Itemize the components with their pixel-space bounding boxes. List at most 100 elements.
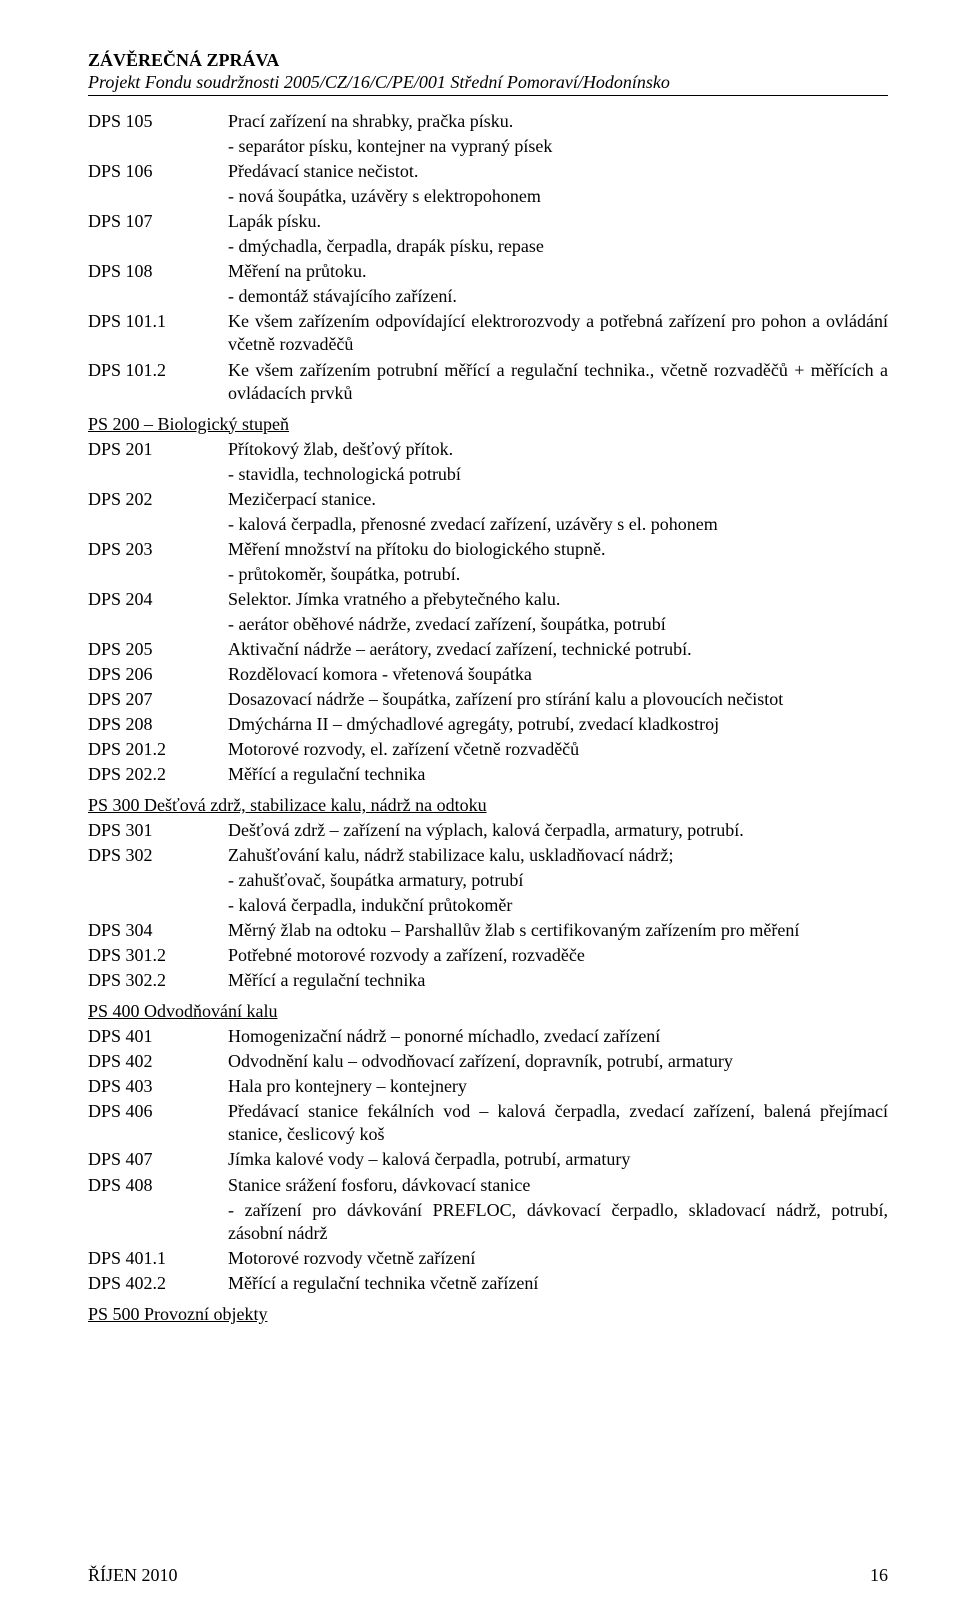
table-row: - dmýchadla, čerpadla, drapák písku, rep… [88,235,888,258]
item-code [88,513,228,536]
table-row: DPS 204Selektor. Jímka vratného a přebyt… [88,588,888,611]
item-desc: Předávací stanice nečistot. [228,160,888,183]
table-row: DPS 301.2Potřebné motorové rozvody a zař… [88,944,888,967]
item-code: DPS 203 [88,538,228,561]
item-desc: - kalová čerpadla, přenosné zvedací zaří… [228,513,888,536]
item-code: DPS 101.1 [88,310,228,356]
item-code: DPS 204 [88,588,228,611]
item-desc: Předávací stanice fekálních vod – kalová… [228,1100,888,1146]
item-code: DPS 208 [88,713,228,736]
table-row: - demontáž stávajícího zařízení. [88,285,888,308]
item-desc: - demontáž stávajícího zařízení. [228,285,888,308]
item-code: DPS 301.2 [88,944,228,967]
item-code [88,613,228,636]
table-row: DPS 402Odvodnění kalu – odvodňovací zaří… [88,1050,888,1073]
item-code [88,463,228,486]
item-desc: Lapák písku. [228,210,888,233]
table-row: DPS 108Měření na průtoku. [88,260,888,283]
item-desc: Dosazovací nádrže – šoupátka, zařízení p… [228,688,888,711]
table-row: - aerátor oběhové nádrže, zvedací zaříze… [88,613,888,636]
item-desc: - nová šoupátka, uzávěry s elektropohone… [228,185,888,208]
section-heading-ps400: PS 400 Odvodňování kalu [88,1000,888,1023]
item-code: DPS 206 [88,663,228,686]
item-desc: Měřící a regulační technika [228,763,888,786]
table-row: DPS 105Prací zařízení na shrabky, pračka… [88,110,888,133]
page: ZÁVĚREČNÁ ZPRÁVA Projekt Fondu soudržnos… [0,0,960,1622]
item-desc: Stanice srážení fosforu, dávkovací stani… [228,1174,888,1197]
table-row: DPS 107Lapák písku. [88,210,888,233]
item-desc: Měrný žlab na odtoku – Parshallův žlab s… [228,919,888,942]
item-desc: Homogenizační nádrž – ponorné míchadlo, … [228,1025,888,1048]
table-row: DPS 403Hala pro kontejnery – kontejnery [88,1075,888,1098]
item-code: DPS 408 [88,1174,228,1197]
item-desc: Potřebné motorové rozvody a zařízení, ro… [228,944,888,967]
item-code: DPS 301 [88,819,228,842]
table-row: DPS 101.2Ke všem zařízením potrubní měří… [88,359,888,405]
item-code: DPS 107 [88,210,228,233]
table-row: DPS 301Dešťová zdrž – zařízení na výplac… [88,819,888,842]
item-code: DPS 304 [88,919,228,942]
item-desc: - stavidla, technologická potrubí [228,463,888,486]
item-desc: Selektor. Jímka vratného a přebytečného … [228,588,888,611]
item-desc: Motorové rozvody včetně zařízení [228,1247,888,1270]
item-code: DPS 201.2 [88,738,228,761]
item-desc: - kalová čerpadla, indukční průtokoměr [228,894,888,917]
item-code: DPS 201 [88,438,228,461]
item-desc: Dešťová zdrž – zařízení na výplach, kalo… [228,819,888,842]
table-row: DPS 205Aktivační nádrže – aerátory, zved… [88,638,888,661]
item-desc: - zahušťovač, šoupátka armatury, potrubí [228,869,888,892]
item-desc: Ke všem zařízením potrubní měřící a regu… [228,359,888,405]
item-code [88,869,228,892]
table-row: DPS 207Dosazovací nádrže – šoupátka, zař… [88,688,888,711]
table-row: DPS 202Mezičerpací stanice. [88,488,888,511]
item-desc: Motorové rozvody, el. zařízení včetně ro… [228,738,888,761]
section-heading-ps300: PS 300 Dešťová zdrž, stabilizace kalu, n… [88,794,888,817]
item-desc: Jímka kalové vody – kalová čerpadla, pot… [228,1148,888,1171]
item-desc: Měřící a regulační technika včetně zaříz… [228,1272,888,1295]
item-desc: Měřící a regulační technika [228,969,888,992]
table-row: DPS 302Zahušťování kalu, nádrž stabiliza… [88,844,888,867]
section-heading-ps200: PS 200 – Biologický stupeň [88,413,888,436]
item-desc: Aktivační nádrže – aerátory, zvedací zař… [228,638,888,661]
header-rule [88,95,888,96]
item-desc: Mezičerpací stanice. [228,488,888,511]
table-row: DPS 201.2Motorové rozvody, el. zařízení … [88,738,888,761]
item-code: DPS 407 [88,1148,228,1171]
item-code: DPS 401.1 [88,1247,228,1270]
table-row: DPS 203Měření množství na přítoku do bio… [88,538,888,561]
item-code: DPS 401 [88,1025,228,1048]
item-desc: Přítokový žlab, dešťový přítok. [228,438,888,461]
table-row: DPS 106Předávací stanice nečistot. [88,160,888,183]
item-code [88,1199,228,1245]
item-code: DPS 406 [88,1100,228,1146]
item-desc: Odvodnění kalu – odvodňovací zařízení, d… [228,1050,888,1073]
table-row: - nová šoupátka, uzávěry s elektropohone… [88,185,888,208]
item-desc: Prací zařízení na shrabky, pračka písku. [228,110,888,133]
item-code: DPS 105 [88,110,228,133]
footer: ŘÍJEN 2010 16 [88,1565,888,1586]
section-heading-ps500: PS 500 Provozní objekty [88,1303,888,1326]
item-desc: - průtokoměr, šoupátka, potrubí. [228,563,888,586]
item-desc: - zařízení pro dávkování PREFLOC, dávkov… [228,1199,888,1245]
item-code: DPS 101.2 [88,359,228,405]
item-code [88,235,228,258]
item-code [88,135,228,158]
item-desc: Měření na průtoku. [228,260,888,283]
item-desc: Dmýchárna II – dmýchadlové agregáty, pot… [228,713,888,736]
item-code: DPS 302.2 [88,969,228,992]
header-subtitle: Projekt Fondu soudržnosti 2005/CZ/16/C/P… [88,72,888,94]
table-row: DPS 101.1Ke všem zařízením odpovídající … [88,310,888,356]
item-desc: Hala pro kontejnery – kontejnery [228,1075,888,1098]
item-code: DPS 106 [88,160,228,183]
table-row: DPS 406Předávací stanice fekálních vod –… [88,1100,888,1146]
table-row: - průtokoměr, šoupátka, potrubí. [88,563,888,586]
item-desc: Rozdělovací komora - vřetenová šoupátka [228,663,888,686]
item-code: DPS 402 [88,1050,228,1073]
item-desc: Zahušťování kalu, nádrž stabilizace kalu… [228,844,888,867]
item-code: DPS 403 [88,1075,228,1098]
table-row: - zahušťovač, šoupátka armatury, potrubí [88,869,888,892]
item-code: DPS 202.2 [88,763,228,786]
table-row: DPS 206Rozdělovací komora - vřetenová šo… [88,663,888,686]
header-title: ZÁVĚREČNÁ ZPRÁVA [88,50,888,72]
table-row: - zařízení pro dávkování PREFLOC, dávkov… [88,1199,888,1245]
